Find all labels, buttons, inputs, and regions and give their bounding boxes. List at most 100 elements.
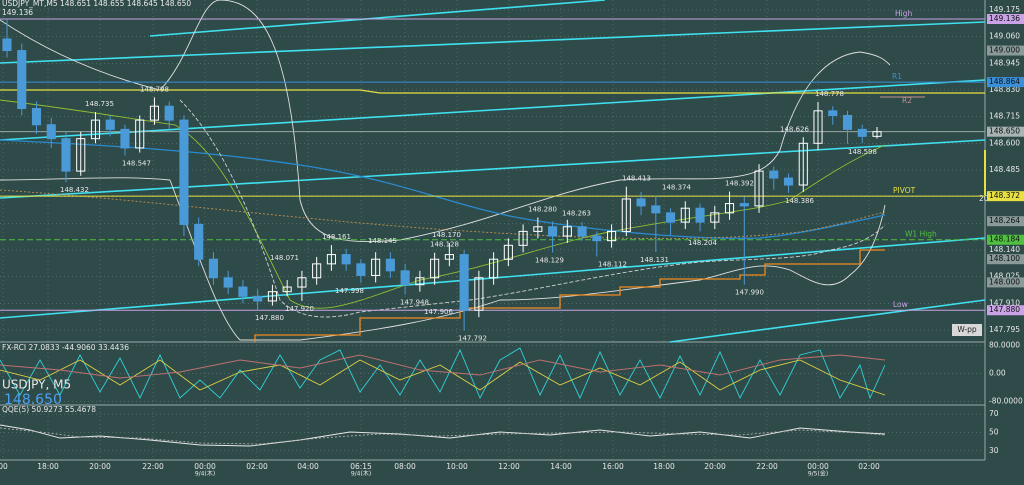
price-label: 148.204 — [688, 239, 717, 247]
price-label: 148.735 — [85, 100, 114, 108]
y-tick-label: 70 — [989, 409, 999, 418]
candle-body — [872, 131, 882, 137]
x-tick-date: 9/4(木) — [351, 470, 371, 478]
y-tick-label: 149.060 — [989, 32, 1020, 41]
trend-line — [0, 79, 986, 141]
chart-subtitle: 149.136 — [2, 8, 33, 17]
price-label: 148.129 — [535, 257, 564, 265]
level-label: 148.650 — [989, 127, 1020, 136]
y-tick-label: 148.485 — [989, 165, 1020, 174]
candle-body — [577, 226, 587, 237]
qqe-lines — [0, 424, 886, 447]
level-label: 148.372 — [989, 191, 1020, 200]
candle-body — [253, 295, 263, 302]
current-price: 148.650 — [4, 392, 62, 408]
candle-body — [149, 105, 160, 121]
candle-body — [223, 277, 233, 288]
rci-title: FX-RCI 27.0833 -44.9060 33.4436 — [2, 343, 129, 352]
price-label: 148.547 — [122, 160, 151, 168]
candle-body — [607, 230, 617, 242]
candle-body — [548, 226, 558, 237]
level-label: 149.000 — [989, 46, 1020, 55]
candle-body — [76, 138, 86, 172]
rci-lines — [0, 347, 886, 400]
y-tick-label: 148.025 — [989, 272, 1020, 281]
level-label: 148.100 — [989, 254, 1020, 263]
envelope — [179, 99, 886, 318]
candle-body — [474, 277, 484, 311]
candle-body — [208, 258, 218, 279]
x-tick-date: 9/4(木) — [195, 470, 215, 478]
bollinger-lower — [0, 177, 886, 341]
rci-line — [0, 354, 886, 379]
trend-line — [0, 139, 986, 199]
candle-body — [312, 263, 322, 279]
price-label: 148.128 — [430, 241, 459, 249]
level-label: 148.000 — [989, 277, 1020, 286]
y-tick-label: 147.795 — [989, 325, 1020, 334]
candle-body — [326, 254, 336, 265]
candle-body — [518, 230, 528, 246]
price-label: 148.386 — [785, 197, 814, 205]
candle-body — [179, 119, 189, 225]
candle-body — [739, 203, 749, 207]
y-tick-label: 50 — [989, 428, 999, 437]
bollinger-upper — [0, 0, 891, 243]
candle-body — [31, 108, 42, 126]
qqe-title: QQE(5) 50.9273 55.4678 — [2, 405, 96, 414]
candle-body — [680, 207, 690, 223]
price-label: 147.948 — [400, 298, 429, 306]
price-label: 147.906 — [424, 308, 453, 316]
level-box — [987, 277, 1024, 288]
trend-line — [669, 299, 986, 343]
x-tick-label: 08:00 — [394, 462, 416, 471]
w-pp-button[interactable] — [952, 324, 982, 336]
candle-body — [754, 170, 764, 207]
qqe-line — [0, 427, 886, 445]
x-tick-label: 16:00 — [602, 462, 624, 471]
x-tick-date: 9/5(金) — [808, 470, 828, 478]
x-tick-label: 14:00 — [550, 462, 572, 471]
price-label: 148.798 — [140, 85, 169, 93]
price-label: 148.161 — [322, 233, 351, 241]
moving-average — [0, 189, 886, 240]
candle-body — [503, 244, 513, 260]
side-marker: 20 — [979, 194, 989, 203]
w-pp-label[interactable]: W-pp — [957, 325, 977, 334]
x-tick-label: 06:15 — [350, 462, 372, 471]
candle-body — [459, 254, 469, 311]
x-tick-label: 04:00 — [297, 462, 319, 471]
x-tick-label: 20:00 — [704, 462, 726, 471]
candle-body — [400, 270, 410, 286]
candle-body — [828, 110, 838, 116]
price-label: 148.392 — [725, 180, 754, 188]
level-box — [987, 45, 1024, 56]
price-label: 148.626 — [780, 125, 809, 133]
level-label: 148.184 — [989, 235, 1020, 244]
price-label: 148.778 — [815, 90, 844, 98]
level-box — [987, 254, 1024, 265]
price-label: 148.112 — [598, 260, 627, 268]
r2-label: R2 — [902, 96, 912, 105]
step-line — [254, 249, 885, 342]
candle-body — [415, 277, 425, 286]
level-box — [987, 14, 1024, 25]
price-label: 147.880 — [255, 314, 284, 322]
candle-body — [120, 128, 130, 149]
price-label: 148.145 — [368, 237, 397, 245]
candle-body — [621, 198, 631, 232]
candle-body — [651, 205, 661, 214]
resistance-line — [0, 89, 985, 94]
price-label: 148.280 — [528, 205, 557, 213]
candle-body — [267, 291, 277, 302]
price-label: 148.432 — [60, 186, 89, 194]
x-tick-label: 22:00 — [142, 462, 164, 471]
qqe-line — [0, 424, 886, 447]
y-tick-label: 148.945 — [989, 58, 1020, 67]
candle-body — [842, 114, 853, 130]
y-tick-label: 148.830 — [989, 85, 1020, 94]
x-tick-label: 02:00 — [246, 462, 268, 471]
candle-body — [562, 226, 572, 237]
candle-body — [2, 38, 12, 52]
